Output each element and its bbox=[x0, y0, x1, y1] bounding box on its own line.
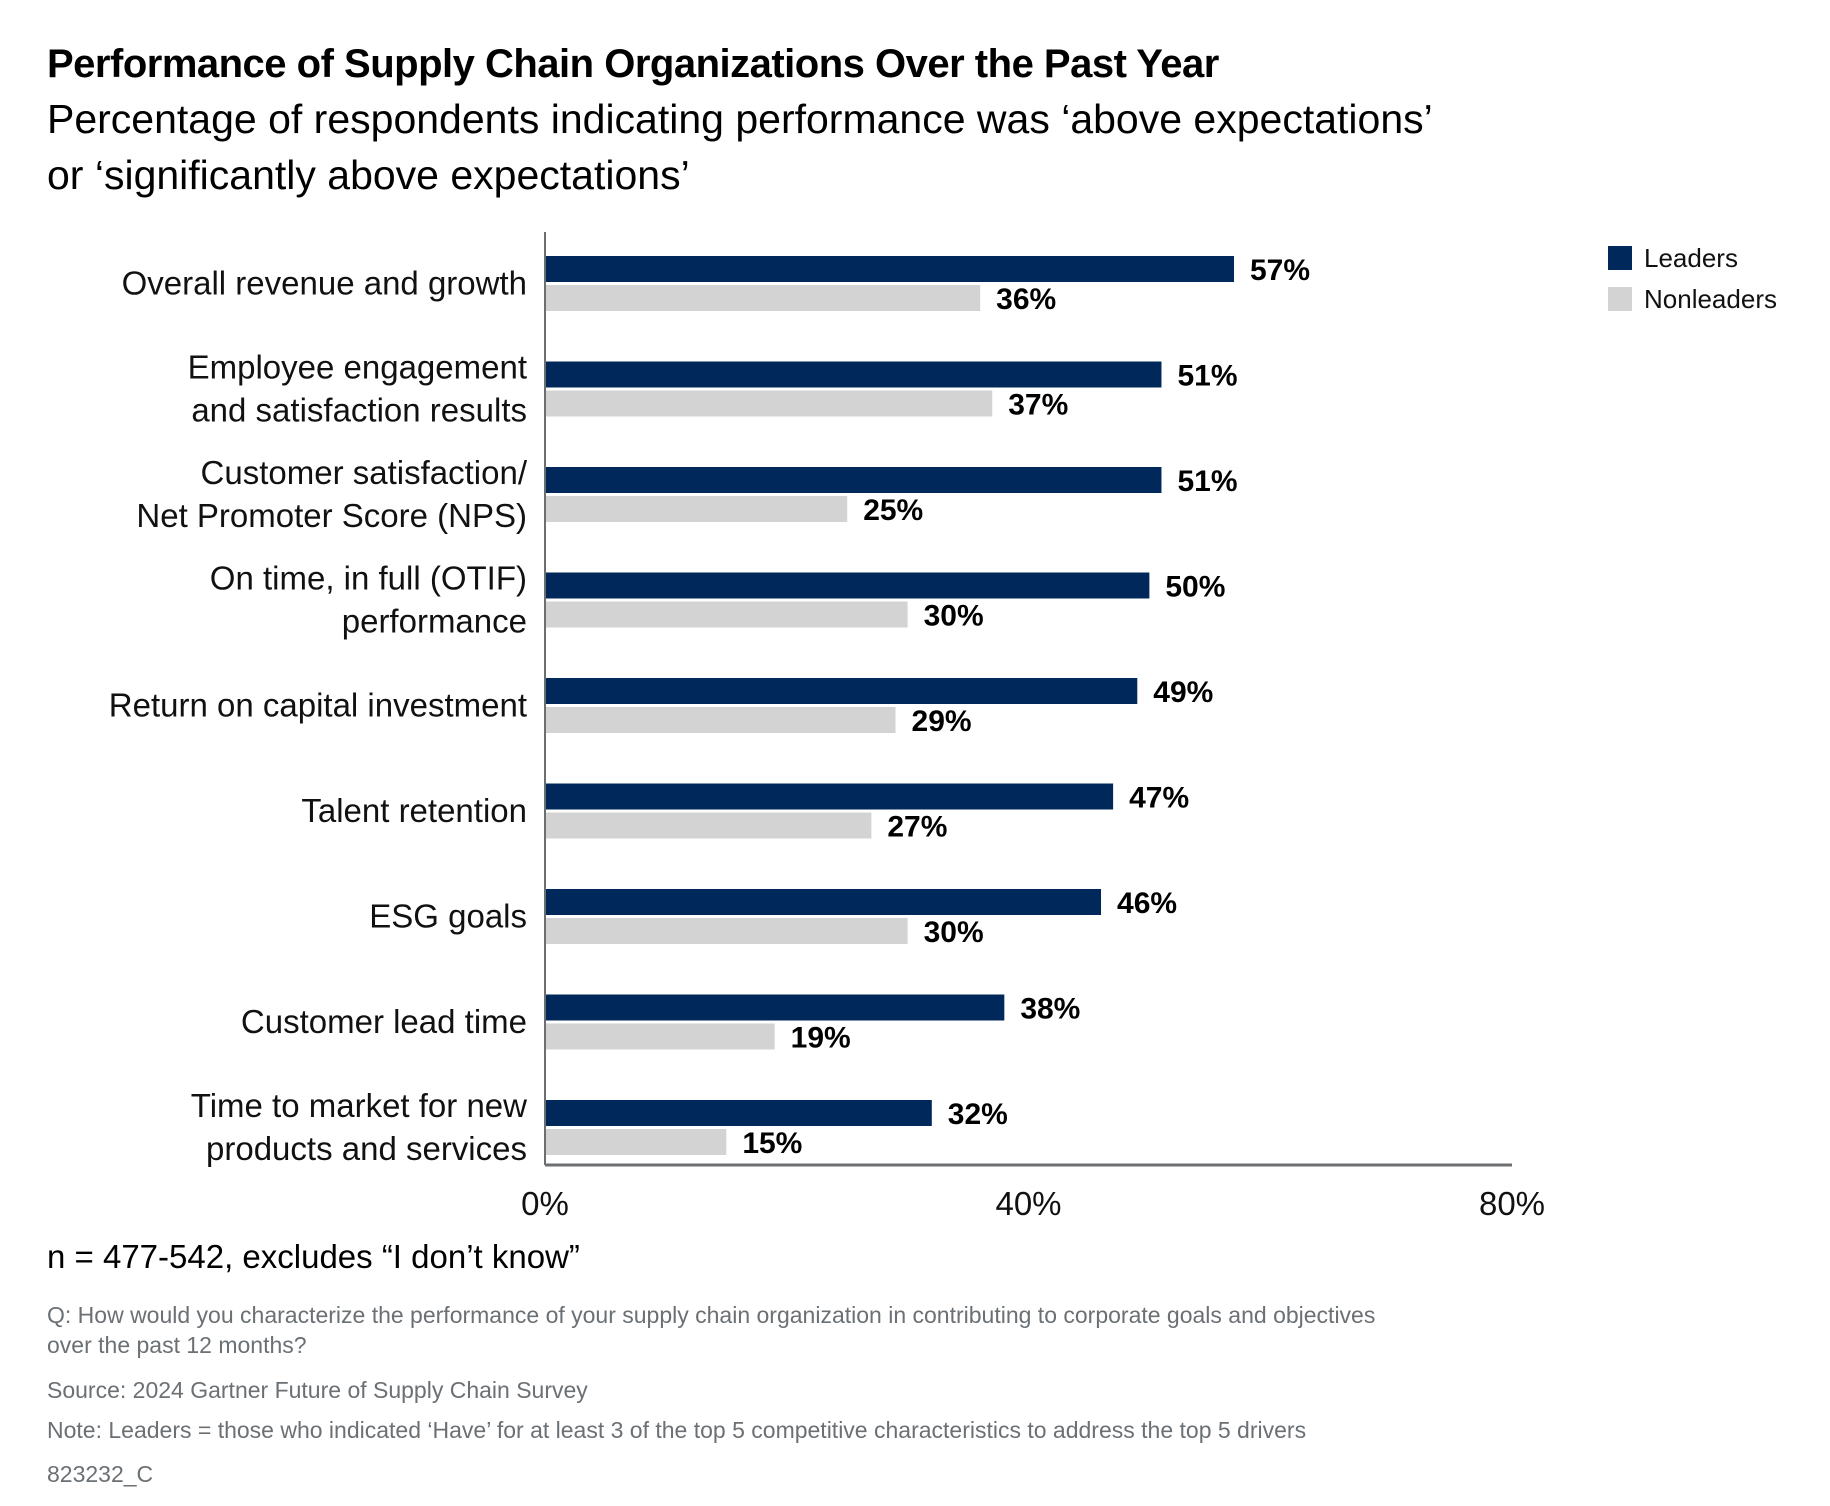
bar-leaders bbox=[545, 467, 1162, 493]
question-text-line-1: Q: How would you characterize the perfor… bbox=[47, 1302, 1376, 1328]
bar-nonleaders bbox=[545, 601, 908, 628]
legend-swatch-nonleaders bbox=[1608, 287, 1632, 311]
bar-leaders bbox=[545, 572, 1150, 599]
legend-swatch-leaders bbox=[1608, 246, 1632, 270]
data-label-nonleaders: 30% bbox=[924, 916, 984, 949]
data-label-nonleaders: 30% bbox=[924, 600, 984, 633]
bar-nonleaders bbox=[545, 285, 981, 311]
data-label-nonleaders: 37% bbox=[1008, 389, 1068, 422]
data-label-leaders: 51% bbox=[1177, 360, 1237, 393]
bar-leaders bbox=[545, 1100, 932, 1126]
category-label: ESG goals bbox=[369, 898, 527, 935]
chart-title: Performance of Supply Chain Organization… bbox=[47, 42, 1219, 86]
data-label-nonleaders: 19% bbox=[791, 1022, 851, 1055]
data-label-leaders: 50% bbox=[1165, 571, 1225, 604]
category-label: On time, in full (OTIF) bbox=[210, 560, 527, 597]
data-label-leaders: 32% bbox=[948, 1098, 1008, 1131]
bar-nonleaders bbox=[545, 918, 908, 944]
bar-leaders bbox=[545, 256, 1234, 282]
x-tick-label: 0% bbox=[521, 1185, 569, 1222]
data-label-leaders: 57% bbox=[1250, 254, 1310, 287]
data-label-leaders: 47% bbox=[1129, 782, 1189, 815]
bar-nonleaders bbox=[545, 812, 872, 839]
category-label: Net Promoter Score (NPS) bbox=[136, 497, 527, 534]
bar-leaders bbox=[545, 361, 1162, 388]
category-label: Customer satisfaction/ bbox=[201, 454, 528, 491]
bar-nonleaders bbox=[545, 1129, 727, 1155]
bar-leaders bbox=[545, 994, 1005, 1021]
bar-leaders bbox=[545, 889, 1102, 915]
data-label-nonleaders: 29% bbox=[912, 705, 972, 738]
note-text: Note: Leaders = those who indicated ‘Hav… bbox=[47, 1417, 1307, 1443]
bar-nonleaders bbox=[545, 390, 993, 417]
data-label-nonleaders: 27% bbox=[887, 811, 947, 844]
category-label: and satisfaction results bbox=[191, 392, 527, 429]
category-label: Time to market for new bbox=[191, 1087, 527, 1124]
sample-size-note: n = 477-542, excludes “I don’t know” bbox=[47, 1238, 580, 1275]
question-text-line-2: over the past 12 months? bbox=[47, 1332, 307, 1358]
legend-label-leaders: Leaders bbox=[1644, 243, 1738, 273]
category-label: Overall revenue and growth bbox=[122, 265, 527, 302]
x-tick-label: 80% bbox=[1479, 1185, 1545, 1222]
x-tick-label: 40% bbox=[995, 1185, 1061, 1222]
data-label-leaders: 49% bbox=[1153, 676, 1213, 709]
category-label: products and services bbox=[206, 1130, 527, 1167]
legend-label-nonleaders: Nonleaders bbox=[1644, 284, 1777, 314]
chart-id-code: 823232_C bbox=[47, 1461, 154, 1487]
data-label-nonleaders: 15% bbox=[742, 1127, 802, 1160]
category-label: Customer lead time bbox=[241, 1003, 527, 1040]
category-label: performance bbox=[342, 603, 527, 640]
bar-nonleaders bbox=[545, 496, 848, 522]
bar-leaders bbox=[545, 678, 1138, 704]
source-text: Source: 2024 Gartner Future of Supply Ch… bbox=[47, 1377, 588, 1403]
chart-subtitle-line-2: or ‘significantly above expectations’ bbox=[47, 152, 690, 198]
category-label: Return on capital investment bbox=[109, 687, 527, 724]
category-label: Talent retention bbox=[301, 792, 527, 829]
chart-subtitle-line-1: Percentage of respondents indicating per… bbox=[47, 96, 1433, 142]
data-label-leaders: 38% bbox=[1020, 993, 1080, 1026]
data-label-nonleaders: 25% bbox=[863, 494, 923, 527]
bar-leaders bbox=[545, 783, 1114, 810]
bar-nonleaders bbox=[545, 707, 896, 733]
data-label-leaders: 46% bbox=[1117, 887, 1177, 920]
data-label-nonleaders: 36% bbox=[996, 283, 1056, 316]
bar-nonleaders bbox=[545, 1023, 775, 1050]
data-label-leaders: 51% bbox=[1177, 465, 1237, 498]
category-label: Employee engagement bbox=[188, 349, 527, 386]
